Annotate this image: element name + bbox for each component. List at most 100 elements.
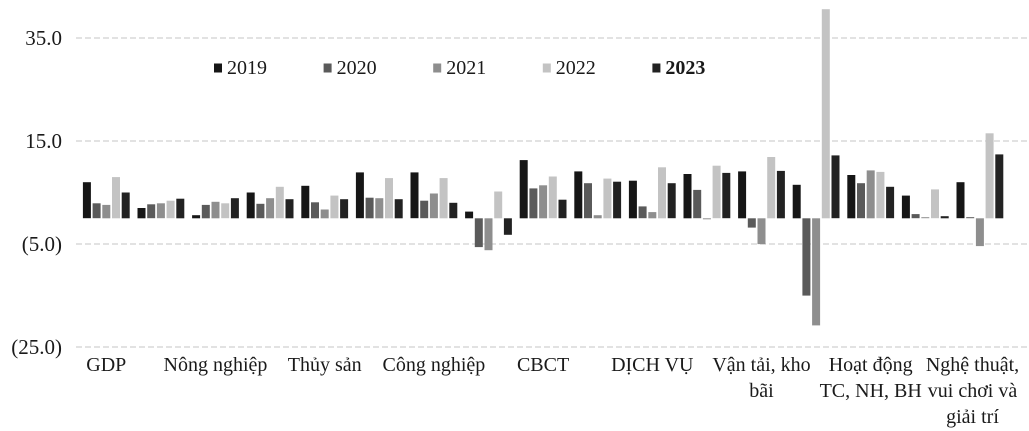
bar-2023-12 bbox=[776, 170, 785, 219]
y-axis-tick-labels: 35.0 15.0 (5.0) (25.0) bbox=[11, 26, 62, 359]
bar-2022-12 bbox=[767, 157, 776, 219]
bar-2023-6 bbox=[449, 202, 458, 219]
bar-2021-9 bbox=[593, 215, 602, 219]
legend-swatch-2020 bbox=[323, 63, 332, 73]
bar-2022-13 bbox=[821, 9, 830, 219]
legend-label-2022: 2022 bbox=[556, 57, 596, 79]
bar-2022-7 bbox=[494, 191, 503, 219]
legend-item-2020: 2020 bbox=[323, 57, 377, 79]
bar-2021-15 bbox=[921, 217, 930, 219]
bar-2020-5 bbox=[365, 197, 374, 219]
bar-2019-3 bbox=[246, 192, 255, 219]
bar-2020-13 bbox=[802, 218, 811, 296]
bar-2019-4 bbox=[301, 185, 310, 219]
x-category-label: Nghệ thuật, vui chơi và giải trí bbox=[925, 354, 1020, 428]
bar-2022-8 bbox=[548, 176, 557, 219]
bar-2022-10 bbox=[658, 167, 666, 219]
bar-2019-0 bbox=[82, 182, 91, 219]
bar-2023-9 bbox=[613, 181, 622, 219]
bar-2019-5 bbox=[355, 172, 364, 219]
bar-2021-5 bbox=[375, 198, 384, 219]
bar-2021-6 bbox=[429, 193, 438, 219]
bar-2022-5 bbox=[385, 178, 393, 219]
bar-2023-8 bbox=[558, 199, 567, 219]
bar-2020-9 bbox=[584, 183, 592, 219]
bar-2021-11 bbox=[702, 218, 711, 220]
y-tick-label: (25.0) bbox=[11, 335, 62, 359]
bar-2020-7 bbox=[474, 218, 483, 248]
bar-2021-10 bbox=[648, 212, 657, 219]
legend-item-2023: 2023 bbox=[652, 57, 705, 79]
bar-2019-12 bbox=[738, 171, 747, 219]
bar-2023-14 bbox=[886, 186, 895, 219]
bar-2021-14 bbox=[866, 170, 875, 219]
bar-2021-2 bbox=[211, 201, 220, 219]
x-category-label: DỊCH VỤ bbox=[611, 354, 694, 376]
bar-2020-16 bbox=[966, 217, 975, 219]
bar-2022-2 bbox=[221, 203, 230, 219]
legend-item-2019: 2019 bbox=[214, 57, 267, 79]
bar-2022-6 bbox=[439, 178, 448, 219]
bar-2020-12 bbox=[747, 218, 756, 228]
x-category-label: Công nghiệp bbox=[382, 354, 486, 376]
bar-2023-2 bbox=[230, 198, 239, 219]
bar-2020-3 bbox=[256, 203, 265, 219]
legend-swatch-2023 bbox=[652, 63, 661, 73]
bar-2019-9 bbox=[574, 171, 583, 219]
bar-2023-1 bbox=[176, 198, 185, 219]
bar-2020-2 bbox=[201, 204, 210, 219]
bar-2023-3 bbox=[285, 199, 294, 219]
x-category-label: Vận tải, kho bãi bbox=[712, 354, 811, 402]
bar-2023-16 bbox=[995, 154, 1004, 219]
bar-2019-7 bbox=[465, 211, 474, 219]
bar-2021-8 bbox=[539, 185, 548, 219]
bar-2020-0 bbox=[92, 203, 101, 219]
bar-2020-4 bbox=[311, 202, 319, 219]
legend-item-2022: 2022 bbox=[542, 57, 596, 79]
bar-2022-16 bbox=[985, 133, 994, 219]
bar-2022-15 bbox=[931, 189, 939, 219]
bar-2020-15 bbox=[911, 214, 920, 219]
bar-2019-13 bbox=[792, 184, 801, 219]
bar-2023-5 bbox=[394, 199, 403, 219]
gridlines bbox=[76, 37, 1027, 348]
bar-2021-13 bbox=[812, 218, 821, 326]
legend-item-2021: 2021 bbox=[433, 57, 486, 79]
bar-2022-11 bbox=[712, 165, 721, 219]
bar-2022-1 bbox=[166, 200, 175, 219]
bar-2023-13 bbox=[831, 155, 840, 219]
legend-swatch-2022 bbox=[542, 63, 551, 73]
bar-2023-4 bbox=[340, 199, 349, 219]
legend-label-2021: 2021 bbox=[446, 57, 486, 79]
bar-2019-2 bbox=[192, 215, 201, 219]
bars bbox=[82, 9, 1004, 326]
bar-2019-10 bbox=[628, 180, 637, 219]
x-category-label: Thủy sản bbox=[287, 354, 362, 376]
legend-swatch-2019 bbox=[214, 63, 222, 73]
bar-2022-4 bbox=[330, 195, 339, 219]
bar-2020-6 bbox=[420, 200, 429, 219]
bar-2022-9 bbox=[603, 178, 612, 219]
bar-2019-6 bbox=[410, 172, 419, 219]
bar-2021-0 bbox=[102, 204, 111, 219]
legend: 2019 2020 2021 2022 2023 bbox=[214, 57, 705, 79]
bar-2020-8 bbox=[529, 188, 538, 219]
bar-2021-16 bbox=[975, 218, 984, 247]
bar-2020-10 bbox=[638, 206, 647, 219]
bar-2020-1 bbox=[147, 204, 156, 219]
bar-2021-4 bbox=[320, 209, 329, 219]
bar-2023-0 bbox=[121, 192, 130, 219]
x-category-label: CBCT bbox=[516, 354, 570, 376]
bar-2023-10 bbox=[667, 183, 676, 219]
bar-2019-8 bbox=[519, 160, 528, 219]
bar-2022-14 bbox=[876, 171, 885, 219]
bar-2023-11 bbox=[722, 172, 731, 219]
bar-2019-11 bbox=[683, 174, 692, 219]
legend-swatch-2021 bbox=[433, 63, 442, 73]
bar-2023-7 bbox=[503, 218, 512, 235]
x-category-label: Nông nghiệp bbox=[163, 354, 268, 376]
bar-2020-11 bbox=[693, 189, 702, 219]
bar-2021-3 bbox=[266, 198, 275, 219]
